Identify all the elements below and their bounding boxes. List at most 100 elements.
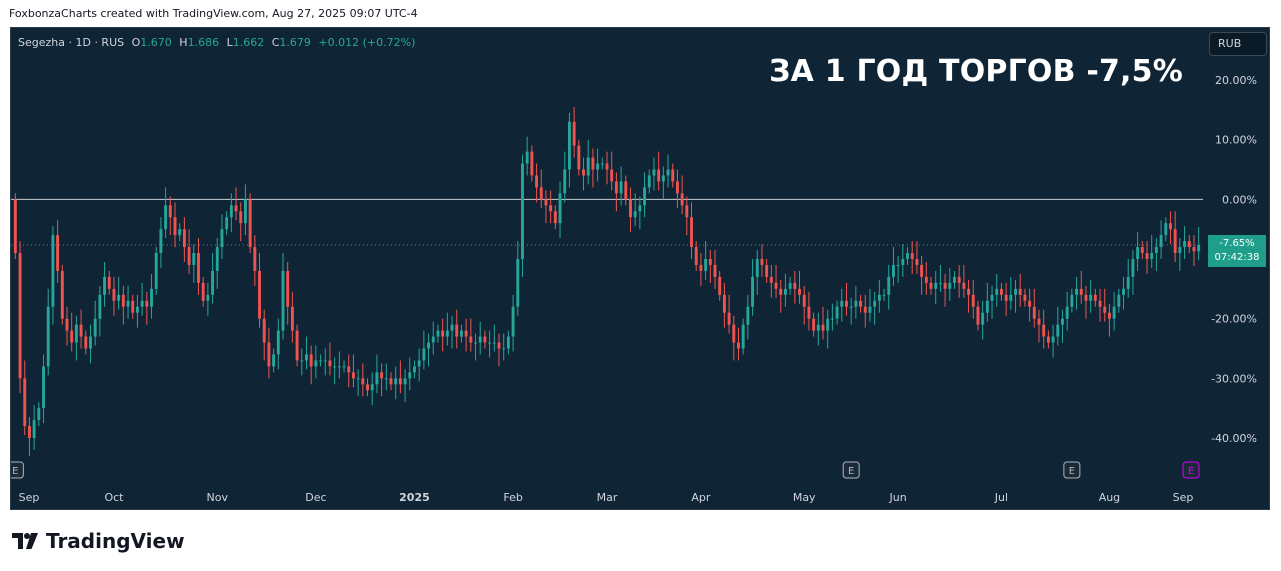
close-label: C [271,36,280,49]
candle-body [765,264,769,277]
y-tick-label: -20.00% [1211,313,1257,326]
candle-body [464,330,468,337]
candle-body [276,330,280,355]
candle-body [901,259,905,265]
candle-body [971,294,975,307]
x-tick-label: Sep [19,491,40,504]
candle-body [469,336,473,343]
candle-body [774,282,778,289]
candle-body [840,300,844,307]
candle-body [624,181,628,200]
candle-body [760,259,764,265]
earnings-marker [842,461,860,479]
candle-body [225,217,229,230]
earnings-marker [11,461,24,479]
candle-body [173,217,177,236]
symbol-name[interactable]: Segezha · 1D · RUS [18,36,125,49]
candle-body [436,330,440,337]
candle-body [51,235,55,307]
candle-body [478,336,482,343]
candle-body [732,324,736,343]
candle-body [18,253,22,379]
candle-body [117,294,121,301]
candle-body [690,217,693,248]
candle-body [675,181,679,194]
candle-body [544,199,548,206]
tradingview-logo[interactable]: TradingView [12,529,185,553]
candle-body [887,276,891,295]
symbol-legend: Segezha · 1D · RUS O1.670 H1.686 L1.662 … [18,36,415,49]
candle-body [403,378,407,385]
earnings-marker-label: E [1069,466,1075,477]
candle-body [1173,229,1177,254]
candle-body [431,336,435,343]
candle-body [1061,318,1064,325]
candle-body [441,330,445,337]
open-value: 1.670 [140,36,172,49]
candle-body [1070,294,1074,307]
candle-body [553,211,557,224]
candle-body [93,318,97,337]
candle-body [32,420,36,438]
candle-body [549,205,553,212]
candle-body [999,288,1003,295]
candle-body [713,264,717,277]
candle-body [1159,235,1163,248]
candle-body [891,264,895,277]
candle-body [741,324,745,349]
candle-body [206,294,210,301]
candle-body [1183,241,1187,248]
candle-body [187,247,191,265]
candle-body [1009,294,1013,301]
candle-body [521,163,524,259]
candle-body [929,282,933,289]
high-value: 1.686 [187,36,220,49]
candle-body [23,378,27,427]
candle-body [539,187,543,200]
candle-body [272,354,276,367]
candle-body [1164,223,1168,236]
candle-body [347,366,351,373]
candle-body [366,384,369,391]
candle-body [483,336,487,343]
candle-body [220,229,224,248]
candle-body [798,288,801,295]
candle-body [394,378,398,385]
candle-body [859,300,863,307]
candle-body [755,259,759,277]
x-tick-label: Feb [503,491,522,504]
candle-body [492,342,496,344]
currency-button[interactable]: RUB [1209,32,1267,56]
candle-body [967,288,971,295]
candle-body [779,288,783,295]
x-tick-label: Oct [104,491,124,504]
candle-body [121,294,125,307]
candle-body [131,300,135,313]
candle-body [262,318,266,343]
candle-body [816,324,820,331]
candle-body [953,276,956,283]
candle-body [830,318,834,320]
candle-body [906,253,909,259]
chart-attribution: FoxbonzaCharts created with TradingView.… [9,7,418,20]
candle-body [1075,288,1079,295]
candle-body [126,300,130,307]
candle-body [1018,288,1022,295]
candle-body [474,342,477,344]
candle-body [1046,336,1050,343]
candle-body [981,312,985,325]
bar-countdown: 07:42:38 [1214,252,1260,263]
candle-body [323,360,327,362]
candle-body [506,336,510,349]
high-label: H [179,36,188,49]
candle-body [924,276,928,283]
candle-body [511,306,515,337]
candle-body [746,306,750,325]
chart-panel[interactable]: 20.00% 10.00% 0.00% -20.00% -30.00% -40.00% Se… [10,27,1270,510]
candle-body [502,348,506,350]
candle-body [1056,324,1060,337]
candle-body [1187,241,1191,248]
y-tick-label: 20.00% [1215,74,1257,87]
candle-body [112,288,116,301]
price-chart[interactable]: 20.00% 10.00% 0.00% -20.00% -30.00% -40.00% Se… [11,28,1270,510]
